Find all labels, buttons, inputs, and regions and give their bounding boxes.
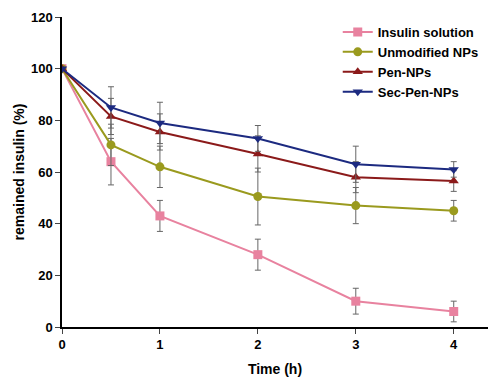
svg-text:120: 120 <box>31 10 53 25</box>
svg-text:0: 0 <box>58 337 65 352</box>
svg-text:2: 2 <box>254 337 261 352</box>
svg-text:3: 3 <box>352 337 359 352</box>
svg-text:40: 40 <box>38 216 52 231</box>
svg-text:Unmodified NPs: Unmodified NPs <box>378 45 478 60</box>
svg-text:remained insulin (%): remained insulin (%) <box>11 104 27 241</box>
svg-text:20: 20 <box>38 268 52 283</box>
svg-text:100: 100 <box>31 61 53 76</box>
svg-text:80: 80 <box>38 113 52 128</box>
svg-text:4: 4 <box>450 337 458 352</box>
svg-text:0: 0 <box>45 320 52 335</box>
svg-text:1: 1 <box>156 337 163 352</box>
svg-text:Sec-Pen-NPs: Sec-Pen-NPs <box>378 85 459 100</box>
svg-text:Time (h): Time (h) <box>248 361 302 377</box>
svg-text:Pen-NPs: Pen-NPs <box>378 65 431 80</box>
svg-text:60: 60 <box>38 165 52 180</box>
svg-text:Insulin solution: Insulin solution <box>378 25 474 40</box>
